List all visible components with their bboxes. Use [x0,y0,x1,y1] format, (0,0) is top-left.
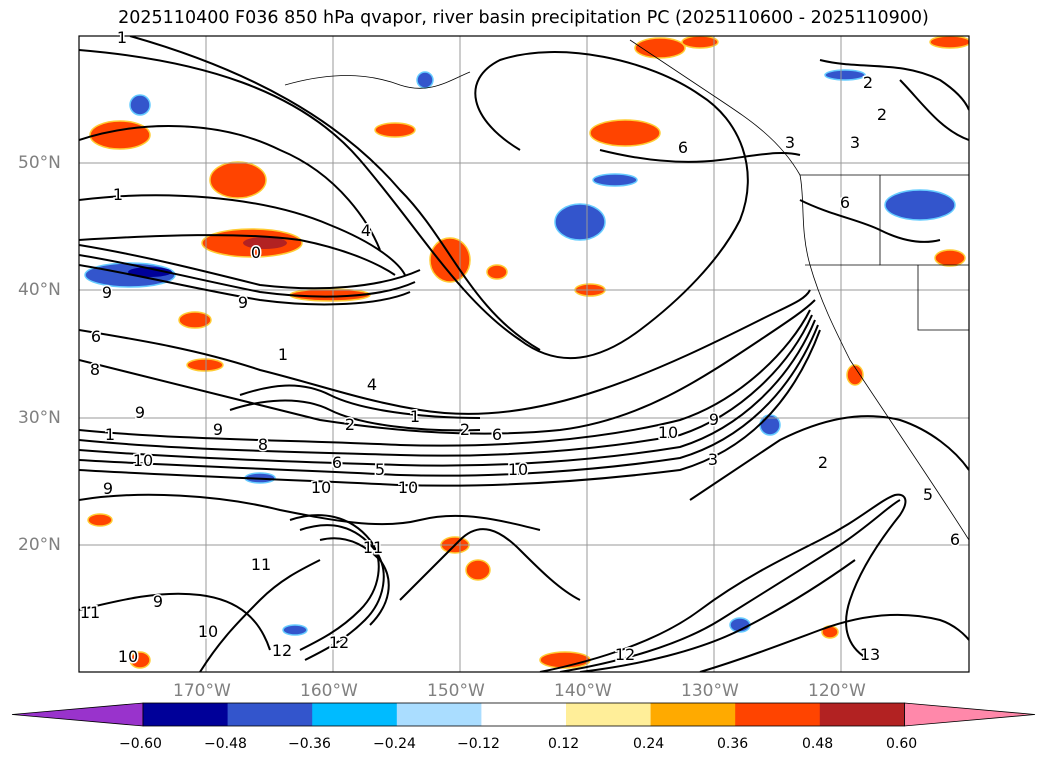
lat-label-30n: 30°N [18,408,61,428]
colorbar-extend-high [904,702,1036,727]
figure-title: 2025110400 F036 850 hPa qvapor, river ba… [118,8,929,28]
colorbar-tick-label: −0.36 [288,736,331,752]
contour-label: 1 [410,407,420,426]
contour-label: 1 [105,425,115,444]
contour-label: 5 [923,485,933,504]
lon-label-160w: 160°W [300,681,358,701]
qvapor-contours [79,36,969,672]
contour-label: 13 [860,645,880,664]
contour-label: 9 [103,479,113,498]
contour-label: 2 [460,420,470,439]
contour-label: 2 [877,105,887,124]
contour-label: 4 [361,221,371,240]
colorbar-tick-label: 0.60 [886,736,918,752]
contour-label: 8 [90,360,100,379]
coastlines [284,39,969,541]
contour-label: 10 [658,423,678,442]
contour-label: 9 [135,403,145,422]
contour-label: 1 [113,185,123,204]
contour-label: 6 [332,453,342,472]
lon-label-150w: 150°W [427,681,485,701]
precip-anomaly-negative-fill [84,69,956,636]
contour-label: 12 [329,633,349,652]
lon-label-170w: 170°W [173,681,231,701]
colorbar-swatch [143,703,229,726]
contour-label: 6 [91,327,101,346]
contour-label: 11 [251,555,271,574]
contour-label: 0 [251,243,261,262]
contour-label: 12 [615,645,635,664]
colorbar-tick-label: 0.48 [802,736,834,752]
contour-label: 2 [863,73,873,92]
contour-label: 9 [213,420,223,439]
colorbar-tick-label: −0.24 [373,736,416,752]
colorbar [11,702,1036,727]
colorbar-frame [142,702,905,727]
contour-label: 9 [238,293,248,312]
colorbar-tick-label: 0.24 [633,736,665,752]
contour-label: 10 [133,451,153,470]
colorbar-swatch [481,703,567,726]
contour-label: 3 [708,450,718,469]
colorbar-swatch [735,703,821,726]
graticule [79,36,969,672]
colorbar-tick-label: 0.36 [717,736,749,752]
colorbar-extend-low [11,702,144,727]
colorbar-swatch [227,703,313,726]
contour-label: 9 [102,283,112,302]
lon-label-140w: 140°W [554,681,612,701]
lon-label-130w: 130°W [681,681,739,701]
colorbar-swatch [566,703,652,726]
map-frame [78,35,970,673]
contour-label: 8 [258,435,268,454]
lat-label-20n: 20°N [18,535,61,555]
contour-label: 10 [311,478,331,497]
contour-label: 4 [367,375,377,394]
contour-label: 10 [508,460,528,479]
contour-label: 6 [492,425,502,444]
contour-label: 10 [118,647,138,666]
contour-label: 1 [278,345,288,364]
contour-label: 12 [272,641,292,660]
contour-label: 5 [375,460,385,479]
contour-label: 9 [153,592,163,611]
lat-label-40n: 40°N [18,280,61,300]
contour-label: 6 [678,138,688,157]
contour-label: 11 [363,538,383,557]
contour-label: 2 [345,415,355,434]
colorbar-tick-label: −0.12 [457,736,500,752]
contour-label: 10 [198,622,218,641]
colorbar-tick-label: 0.12 [548,736,580,752]
contour-label: 10 [398,478,418,497]
colorbar-tick-label: −0.60 [119,736,162,752]
precip-anomaly-fill [87,36,969,669]
colorbar-swatch [819,703,905,726]
contour-label: 3 [785,133,795,152]
lat-label-50n: 50°N [18,153,61,173]
contour-label: 11 [80,603,100,622]
contour-label: 2 [818,453,828,472]
contour-label: 3 [850,133,860,152]
colorbar-swatch [312,703,398,726]
contour-label: 6 [840,193,850,212]
lon-label-120w: 120°W [808,681,866,701]
contour-label: 6 [950,530,960,549]
contour-label: 9 [709,410,719,429]
colorbar-tick-label: −0.48 [204,736,247,752]
colorbar-swatch [396,703,482,726]
contour-label: 1 [117,28,127,47]
colorbar-swatch [650,703,736,726]
